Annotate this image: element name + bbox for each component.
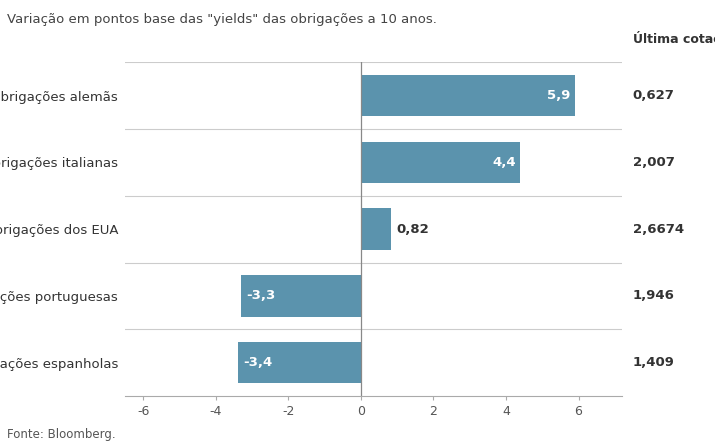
Text: Última cotação: Última cotação — [633, 31, 715, 46]
Text: 5,9: 5,9 — [547, 89, 571, 102]
Text: Variação em pontos base das "yields" das obrigações a 10 anos.: Variação em pontos base das "yields" das… — [7, 13, 437, 26]
Text: -3,3: -3,3 — [247, 289, 276, 303]
Bar — [361, 208, 390, 250]
Text: 2,6674: 2,6674 — [633, 222, 684, 236]
Text: 1,409: 1,409 — [633, 356, 675, 369]
Text: Fonte: Bloomberg.: Fonte: Bloomberg. — [7, 428, 116, 441]
Bar — [361, 75, 575, 116]
Text: -3,4: -3,4 — [243, 356, 272, 369]
Bar — [237, 342, 361, 383]
Text: 0,82: 0,82 — [396, 222, 429, 236]
Bar — [241, 275, 361, 317]
Text: 0,627: 0,627 — [633, 89, 675, 102]
Text: 2,007: 2,007 — [633, 156, 675, 169]
Bar — [361, 142, 521, 183]
Text: 4,4: 4,4 — [493, 156, 516, 169]
Text: 1,946: 1,946 — [633, 289, 675, 303]
